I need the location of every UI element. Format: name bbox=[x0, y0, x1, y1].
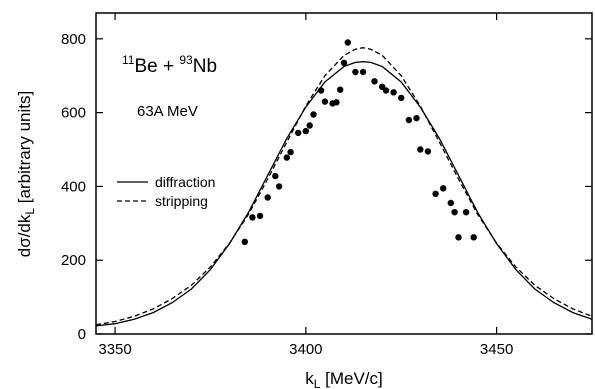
data-point bbox=[451, 209, 458, 216]
data-point bbox=[321, 98, 329, 105]
reaction-annotation: 11Be + 93Nb bbox=[122, 53, 217, 77]
data-point bbox=[352, 68, 359, 76]
reaction-target: Nb bbox=[193, 56, 217, 77]
model-curves bbox=[95, 47, 593, 327]
data-point bbox=[272, 172, 279, 180]
data-point bbox=[382, 87, 390, 94]
data-point bbox=[275, 183, 283, 190]
y-tick-label: 800 bbox=[61, 31, 86, 48]
data-point bbox=[333, 99, 340, 106]
data-point bbox=[264, 194, 271, 201]
reaction-mass-nb: 93 bbox=[179, 53, 193, 67]
data-point bbox=[432, 190, 439, 197]
data-point bbox=[455, 234, 462, 241]
legend-label-stripping: stripping bbox=[155, 193, 208, 209]
data-point bbox=[405, 116, 413, 124]
data-point bbox=[390, 89, 397, 96]
data-point bbox=[295, 129, 302, 137]
data-point bbox=[306, 122, 313, 129]
reaction-projectile: Be + bbox=[134, 56, 179, 77]
data-point bbox=[447, 199, 454, 207]
data-point bbox=[256, 212, 264, 220]
x-tick-label: 3450 bbox=[480, 341, 513, 358]
data-point bbox=[283, 154, 290, 161]
data-point bbox=[417, 146, 424, 153]
y-tick-label: 200 bbox=[61, 252, 86, 269]
data-point bbox=[440, 185, 447, 192]
reaction-mass-be: 11 bbox=[122, 53, 135, 67]
energy-annotation: 63A MeV bbox=[137, 103, 198, 120]
curve-stripping bbox=[95, 47, 593, 326]
data-point bbox=[424, 148, 432, 155]
y-tick-label: 400 bbox=[61, 178, 86, 195]
data-point bbox=[344, 39, 351, 46]
y-tick-label: 0 bbox=[78, 326, 86, 343]
curve-diffraction bbox=[95, 61, 593, 327]
data-point bbox=[371, 78, 378, 85]
data-point bbox=[398, 94, 405, 102]
x-axis-title: kL [MeV/c] bbox=[305, 369, 383, 389]
data-point bbox=[241, 238, 248, 245]
data-point bbox=[359, 68, 367, 76]
data-point bbox=[340, 59, 348, 66]
data-point bbox=[310, 111, 317, 118]
legend-label-diffraction: diffraction bbox=[155, 174, 215, 190]
data-point bbox=[462, 209, 470, 216]
data-point bbox=[302, 127, 309, 135]
data-point bbox=[413, 115, 420, 122]
plot-frame bbox=[95, 12, 593, 335]
data-point bbox=[287, 148, 294, 156]
y-tick-label: 600 bbox=[61, 105, 86, 122]
y-axis-title: dσ/dkL [arbitrary units] bbox=[15, 91, 37, 257]
x-tick-label: 3350 bbox=[98, 341, 131, 358]
data-point bbox=[470, 234, 477, 241]
x-tick-label: 3400 bbox=[289, 341, 322, 358]
data-point bbox=[249, 214, 256, 221]
data-point bbox=[317, 87, 325, 94]
axis-ticks: 3350 3400 3450 0 200 400 600 800 bbox=[61, 13, 592, 358]
legend: diffraction stripping bbox=[117, 174, 215, 209]
data-points bbox=[241, 39, 477, 245]
data-point bbox=[337, 86, 344, 93]
